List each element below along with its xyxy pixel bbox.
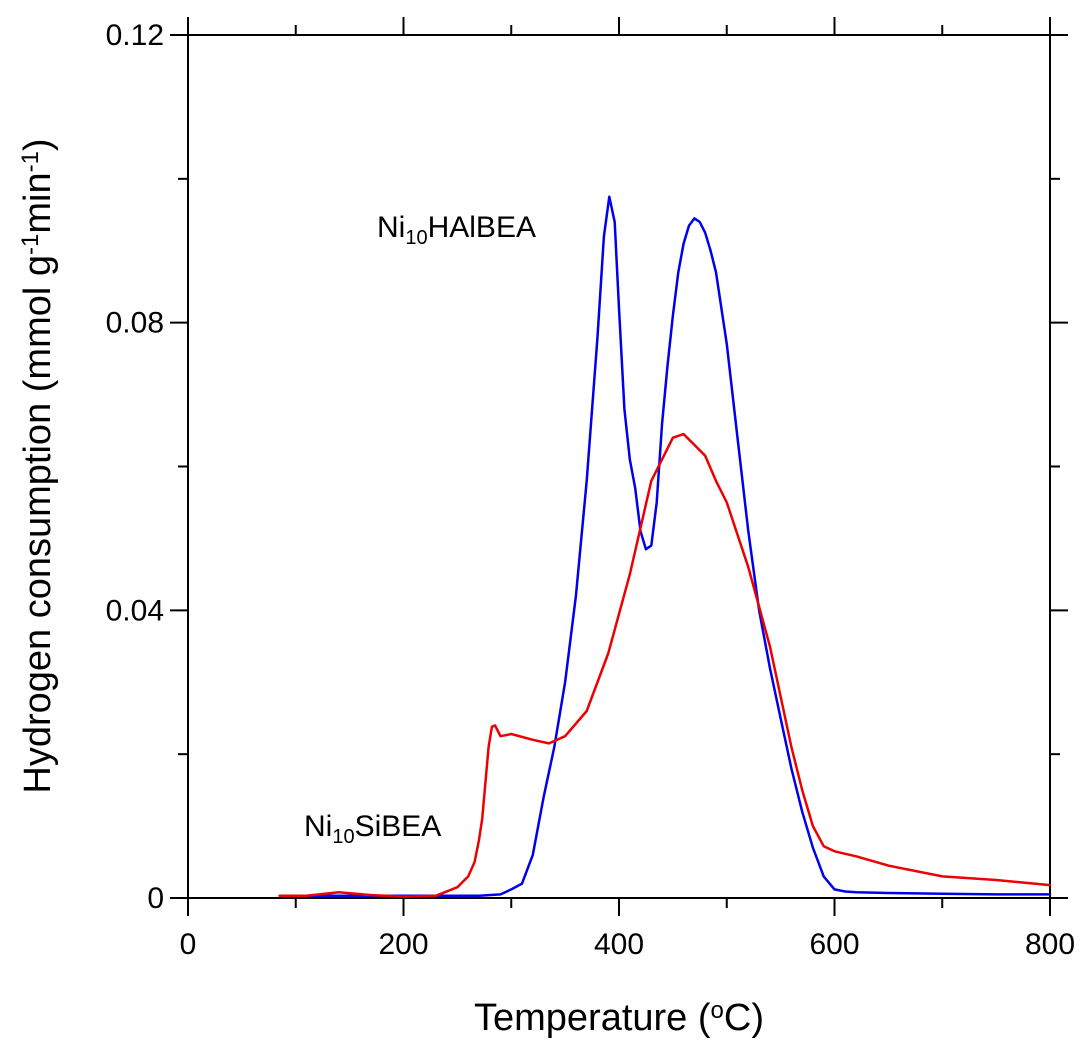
y-tick-label: 0 [147,882,164,915]
y-tick-label: 0.08 [106,307,164,340]
axis-ticks [170,17,1068,916]
x-tick-label: 800 [1025,928,1075,961]
y-axis-title: Hydrogen consumption (mmol g-1min-1) [17,138,59,793]
series-lines [278,195,1052,898]
series-line-sibea [278,432,1052,898]
y-tick-label: 0.12 [106,19,164,52]
x-tick-label: 0 [180,928,197,961]
x-tick-label: 600 [809,928,859,961]
series-line-halbea [294,195,1052,898]
x-axis-title: Temperature (oC) [474,997,764,1039]
y-tick-label: 0.04 [106,594,164,627]
series-label-ni10halbea: Ni10HAlBEA [377,211,536,249]
x-tick-label: 200 [378,928,428,961]
tick-labels: 0 200 400 600 800 0 0.04 0.08 0.12 [106,19,1075,961]
plot-frame [187,34,1051,899]
x-tick-label: 400 [594,928,644,961]
series-label-ni10sibea: Ni10SiBEA [304,810,441,848]
